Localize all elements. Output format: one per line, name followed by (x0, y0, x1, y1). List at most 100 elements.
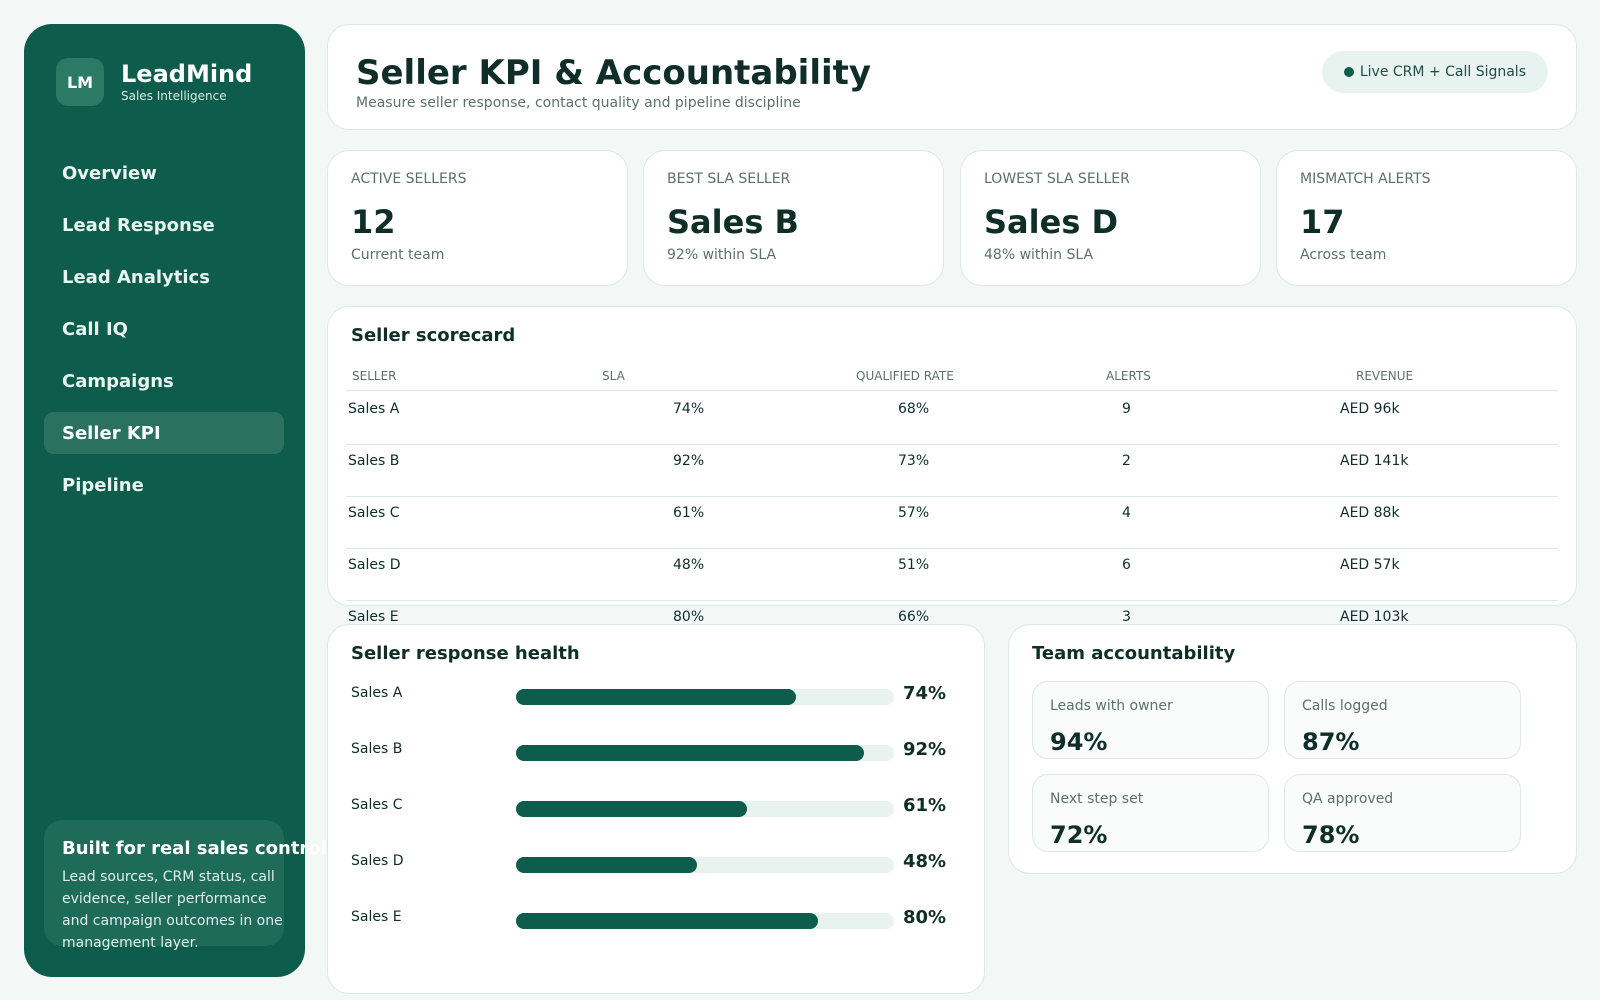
accountability-tile-next-step-set: Next step set 72% (1032, 774, 1269, 852)
table-row[interactable]: Sales E 80% 66% 3 AED 103k (346, 601, 1558, 653)
column-header-sla[interactable]: SLA (602, 369, 625, 383)
accountability-title: Team accountability (1032, 643, 1236, 664)
cell-seller: Sales E (348, 609, 399, 625)
cell-sla: 61% (673, 505, 705, 521)
health-bar-label: Sales C (351, 797, 403, 813)
tile-value: 94% (1050, 728, 1108, 756)
promo-title: Built for real sales control (62, 838, 327, 859)
cell-qualified-rate: 51% (898, 557, 930, 573)
kpi-label: BEST SLA SELLER (667, 171, 791, 187)
page-subtitle: Measure seller response, contact quality… (356, 95, 801, 111)
tile-label: QA approved (1302, 791, 1394, 807)
cell-seller: Sales B (348, 453, 400, 469)
column-header-revenue[interactable]: REVENUE (1356, 369, 1414, 383)
accountability-tile-calls-logged: Calls logged 87% (1284, 681, 1521, 759)
table-row[interactable]: Sales C 61% 57% 4 AED 88k (346, 497, 1558, 549)
tile-value: 87% (1302, 728, 1360, 756)
cell-qualified-rate: 57% (898, 505, 930, 521)
column-header-qualified-rate[interactable]: QUALIFIED RATE (856, 369, 954, 383)
health-bar-row: Sales E 80% (328, 907, 986, 939)
kpi-card-best-sla-seller: BEST SLA SELLER Sales B 92% within SLA (643, 150, 944, 286)
health-bar-fill (516, 689, 796, 705)
health-bar-row: Sales A 74% (328, 683, 986, 715)
brand-subtitle: Sales Intelligence (121, 89, 227, 103)
promo-text: Lead sources, CRM status, call evidence,… (62, 869, 283, 951)
column-header-alerts[interactable]: ALERTS (1106, 369, 1151, 383)
page-header: Seller KPI & Accountability Measure sell… (327, 24, 1577, 130)
cell-alerts: 4 (1122, 505, 1131, 521)
kpi-card-mismatch-alerts: MISMATCH ALERTS 17 Across team (1276, 150, 1577, 286)
live-dot-icon (1343, 67, 1354, 77)
sidebar: LM LeadMind Sales Intelligence Overview … (24, 24, 327, 977)
kpi-value: Sales B (667, 203, 799, 241)
kpi-value: 17 (1300, 203, 1345, 241)
kpi-label: LOWEST SLA SELLER (984, 171, 1130, 187)
cell-qualified-rate: 68% (898, 401, 930, 417)
health-bar-track (516, 745, 894, 761)
health-bar-value: 80% (903, 907, 947, 928)
brand-text: LeadMind Sales Intelligence (121, 60, 252, 104)
kpi-sub: Current team (351, 247, 445, 263)
health-title: Seller response health (351, 643, 580, 664)
nav-item-overview[interactable]: Overview (62, 162, 157, 184)
scorecard-title: Seller scorecard (351, 325, 516, 346)
tile-value: 72% (1050, 821, 1108, 849)
health-bar-row: Sales D 48% (328, 851, 986, 883)
nav-item-campaigns[interactable]: Campaigns (62, 370, 174, 392)
health-bar-fill (516, 913, 819, 929)
cell-sla: 80% (673, 609, 705, 625)
health-bar-fill (516, 801, 747, 817)
cell-alerts: 9 (1122, 401, 1131, 417)
health-bar-value: 92% (903, 739, 947, 760)
health-bar-track (516, 689, 894, 705)
nav-item-lead-response[interactable]: Lead Response (62, 214, 215, 236)
kpi-sub: Across team (1300, 247, 1387, 263)
seller-scorecard: Seller scorecard SELLER SLA QUALIFIED RA… (327, 306, 1577, 625)
cell-seller: Sales D (348, 557, 401, 573)
nav-item-pipeline[interactable]: Pipeline (62, 474, 144, 496)
health-bar-value: 48% (903, 851, 947, 872)
kpi-value: Sales D (984, 203, 1119, 241)
live-status-badge: Live CRM + Call Signals (1321, 51, 1548, 93)
nav-item-seller-kpi[interactable]: Seller KPI (44, 412, 284, 454)
column-header-seller[interactable]: SELLER (352, 369, 397, 383)
kpi-sub: 92% within SLA (667, 247, 777, 263)
health-bar-value: 61% (903, 795, 947, 816)
table-row[interactable]: Sales A 74% 68% 9 AED 96k (346, 393, 1558, 445)
cell-revenue: AED 96k (1340, 401, 1400, 417)
seller-response-health: Seller response health Sales A 74% Sales… (327, 624, 985, 994)
tile-value: 78% (1302, 821, 1360, 849)
health-bar-label: Sales A (351, 685, 403, 701)
tile-label: Next step set (1050, 791, 1144, 807)
live-status-label: Live CRM + Call Signals (1359, 64, 1526, 80)
cell-alerts: 2 (1122, 453, 1131, 469)
health-bar-track (516, 801, 894, 817)
health-bar-track (516, 913, 894, 929)
kpi-label: MISMATCH ALERTS (1300, 171, 1431, 187)
table-body: Sales A 74% 68% 9 AED 96k Sales B 92% 73… (346, 393, 1558, 653)
brand-logo: LM (56, 58, 104, 106)
nav-item-call-iq[interactable]: Call IQ (62, 318, 128, 340)
cell-revenue: AED 57k (1340, 557, 1400, 573)
accountability-tile-qa-approved: QA approved 78% (1284, 774, 1521, 852)
table-row[interactable]: Sales B 92% 73% 2 AED 141k (346, 445, 1558, 497)
cell-seller: Sales A (348, 401, 400, 417)
health-bar-row: Sales C 61% (328, 795, 986, 827)
kpi-label: ACTIVE SELLERS (351, 171, 467, 187)
health-bar-fill (516, 745, 864, 761)
cell-alerts: 3 (1122, 609, 1131, 625)
health-bar-label: Sales B (351, 741, 403, 757)
cell-revenue: AED 88k (1340, 505, 1400, 521)
cell-sla: 48% (673, 557, 705, 573)
table-row[interactable]: Sales D 48% 51% 6 AED 57k (346, 549, 1558, 601)
tile-label: Calls logged (1302, 698, 1388, 714)
table-header: SELLER SLA QUALIFIED RATE ALERTS REVENUE (346, 363, 1558, 391)
brand[interactable]: LM LeadMind Sales Intelligence (56, 58, 252, 106)
sidebar-nav: Overview Lead Response Lead Analytics Ca… (44, 152, 284, 516)
health-bar-label: Sales E (351, 909, 402, 925)
cell-qualified-rate: 66% (898, 609, 930, 625)
team-accountability: Team accountability Leads with owner 94%… (1008, 624, 1577, 874)
health-bar-track (516, 857, 894, 873)
nav-item-lead-analytics[interactable]: Lead Analytics (62, 266, 210, 288)
cell-sla: 74% (673, 401, 705, 417)
